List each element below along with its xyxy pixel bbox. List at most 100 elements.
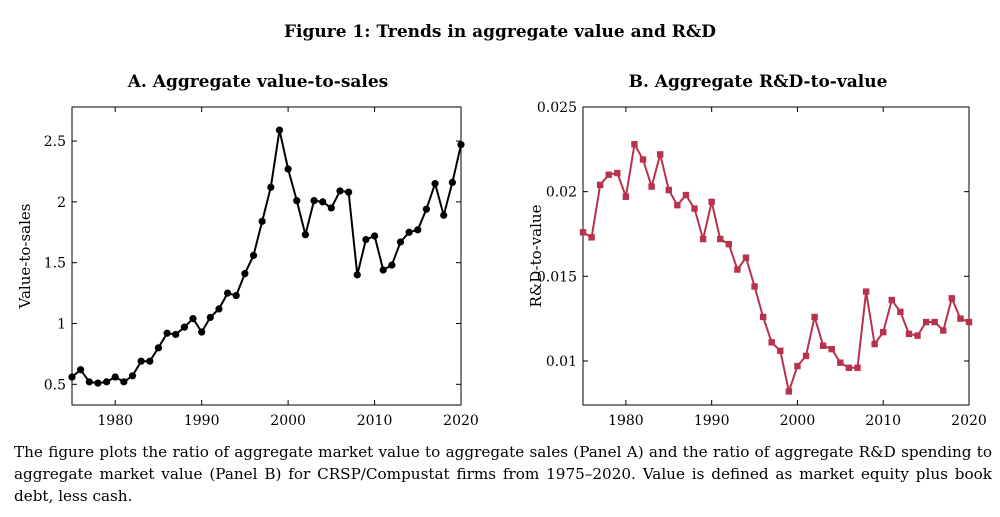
chart-1-data-point (699, 235, 707, 243)
chart-0-data-point (163, 329, 171, 337)
chart-1-data-point (828, 345, 835, 353)
chart-panel-a: 1980 1990 2000 2010 2020 0.5 1 1.5 2 2.5 Value-to-… (16, 106, 479, 429)
chart-0-ytick-label: 1 (57, 317, 66, 333)
chart-1-data-point (605, 171, 612, 178)
panel-b-title: B. Aggregate R&D-to-value (628, 72, 888, 92)
chart-0-data-point (85, 378, 93, 386)
chart-0-ytick-label: 0.5 (44, 377, 66, 393)
chart-1-data-point (940, 327, 947, 334)
chart-1-ytick-label: 0.02 (546, 185, 577, 201)
chart-1-data-point (957, 315, 964, 322)
chart-0-data-point (180, 323, 188, 331)
chart-1-data-point (948, 295, 956, 302)
chart-1-data-point (905, 330, 913, 338)
chart-0-data-point (336, 187, 344, 195)
chart-1-ytick-label: 0.015 (537, 269, 577, 285)
figure-title: Figure 1: Trends in aggregate value and … (283, 22, 717, 42)
chart-0-data-point (310, 197, 318, 205)
chart-1-xtick-label: 2010 (865, 413, 901, 429)
chart-1-data-point (862, 288, 870, 295)
chart-1-data-point (811, 313, 818, 321)
chart-0-data-point (293, 197, 301, 205)
chart-0-data-point (267, 183, 275, 191)
chart-0-data-point (275, 126, 284, 134)
chart-0-data-point (120, 378, 128, 386)
chart-0-data-point (172, 330, 180, 339)
chart-0-data-point (353, 271, 361, 279)
chart-0-xtick-label: 1990 (184, 413, 220, 429)
chart-0-xtick-label: 2020 (443, 413, 479, 429)
chart-1-data-point (614, 169, 621, 177)
chart-0-data-point (241, 270, 249, 278)
chart-0-xtick-label: 1980 (97, 413, 133, 429)
chart-1-xtick-label: 2020 (951, 413, 987, 429)
chart-0-data-point (396, 238, 405, 246)
chart-1-data-point (965, 318, 973, 326)
chart-1-data-point (888, 296, 895, 304)
chart-0-data-point (102, 378, 111, 386)
chart-1-data-point (785, 388, 793, 395)
chart-1-data-point (596, 181, 604, 189)
chart-1-data-point (845, 364, 853, 371)
chart-0-data-point (301, 231, 309, 239)
chart-0-xtick-label: 2000 (270, 413, 306, 429)
chart-0-data-point (362, 235, 370, 244)
chart-1-data-point (819, 342, 827, 349)
chart-1-xtick-label: 2000 (780, 413, 816, 429)
chart-1-xtick-label: 1980 (608, 413, 644, 429)
chart-0-data-point (128, 372, 137, 380)
chart-1-data-point (768, 339, 775, 346)
chart-1-data-point (691, 205, 698, 212)
chart-0-data-point (206, 313, 214, 322)
chart-1-data-point (639, 156, 647, 163)
chart-1-data-point (674, 202, 681, 209)
chart-0-data-point (388, 261, 396, 269)
chart-1-data-point (802, 352, 810, 360)
chart-0-data-point (154, 344, 163, 352)
chart-1-data-point (648, 183, 655, 190)
chart-0-data-point (215, 305, 223, 313)
chart-0-xtick-label: 2010 (357, 413, 393, 429)
chart-0-data-point (111, 373, 119, 381)
chart-0-data-point (224, 289, 232, 297)
chart-1-data-point (759, 313, 767, 321)
chart-1-data-point (708, 198, 715, 206)
chart-1-ytick-label: 0.01 (546, 354, 577, 370)
chart-0-ytick-label: 1.5 (44, 256, 66, 272)
chart-1-data-point (794, 362, 801, 370)
chart-0-axes: 1980 1990 2000 2010 2020 0.5 1 1.5 2 2.5 Value-to-… (16, 106, 479, 429)
chart-1-ytick-label: 0.025 (537, 100, 577, 116)
chart-0-data-point (232, 291, 240, 300)
chart-0-plot-frame (71, 106, 462, 406)
chart-1-ylabel: R&D-to-value (527, 204, 545, 307)
chart-panel-b: 1980 1990 2000 2010 2020 0.01 0.015 0.02 0.025 R&… (527, 100, 987, 429)
chart-0-ytick-label: 2.5 (44, 134, 66, 150)
chart-1-data-point (931, 318, 938, 326)
chart-0-data-point (258, 217, 266, 225)
chart-0-data-point (68, 373, 76, 381)
chart-1-data-point (854, 364, 861, 371)
chart-1-data-point (897, 308, 904, 316)
chart-0-data-point (457, 141, 465, 149)
chart-1-data-point (657, 151, 664, 158)
chart-0-data-point (198, 328, 206, 336)
chart-1-data-point (622, 193, 630, 200)
chart-0-data-point (77, 366, 85, 374)
chart-0-data-point (370, 232, 379, 240)
figure-caption: The figure plots the ratio of aggregate … (14, 443, 992, 505)
chart-0-ytick-label: 2 (57, 195, 66, 211)
chart-1-data-point (742, 254, 750, 261)
chart-0-data-point (146, 357, 154, 365)
chart-1-axes: 1980 1990 2000 2010 2020 0.01 0.015 0.02 0.025 R&… (527, 100, 987, 429)
chart-1-data-point (837, 359, 844, 366)
chart-1-data-point (579, 229, 587, 236)
chart-1-data-point (914, 332, 921, 339)
chart-0-ylabel: Value-to-sales (16, 204, 34, 310)
chart-1-plot-frame (582, 106, 970, 406)
chart-1-data-point (734, 266, 741, 273)
chart-1-data-point (922, 318, 930, 326)
chart-0-series-line (71, 129, 462, 385)
chart-0-data-point (249, 251, 258, 259)
chart-0-data-point (137, 357, 145, 365)
chart-0-data-point (414, 226, 422, 234)
